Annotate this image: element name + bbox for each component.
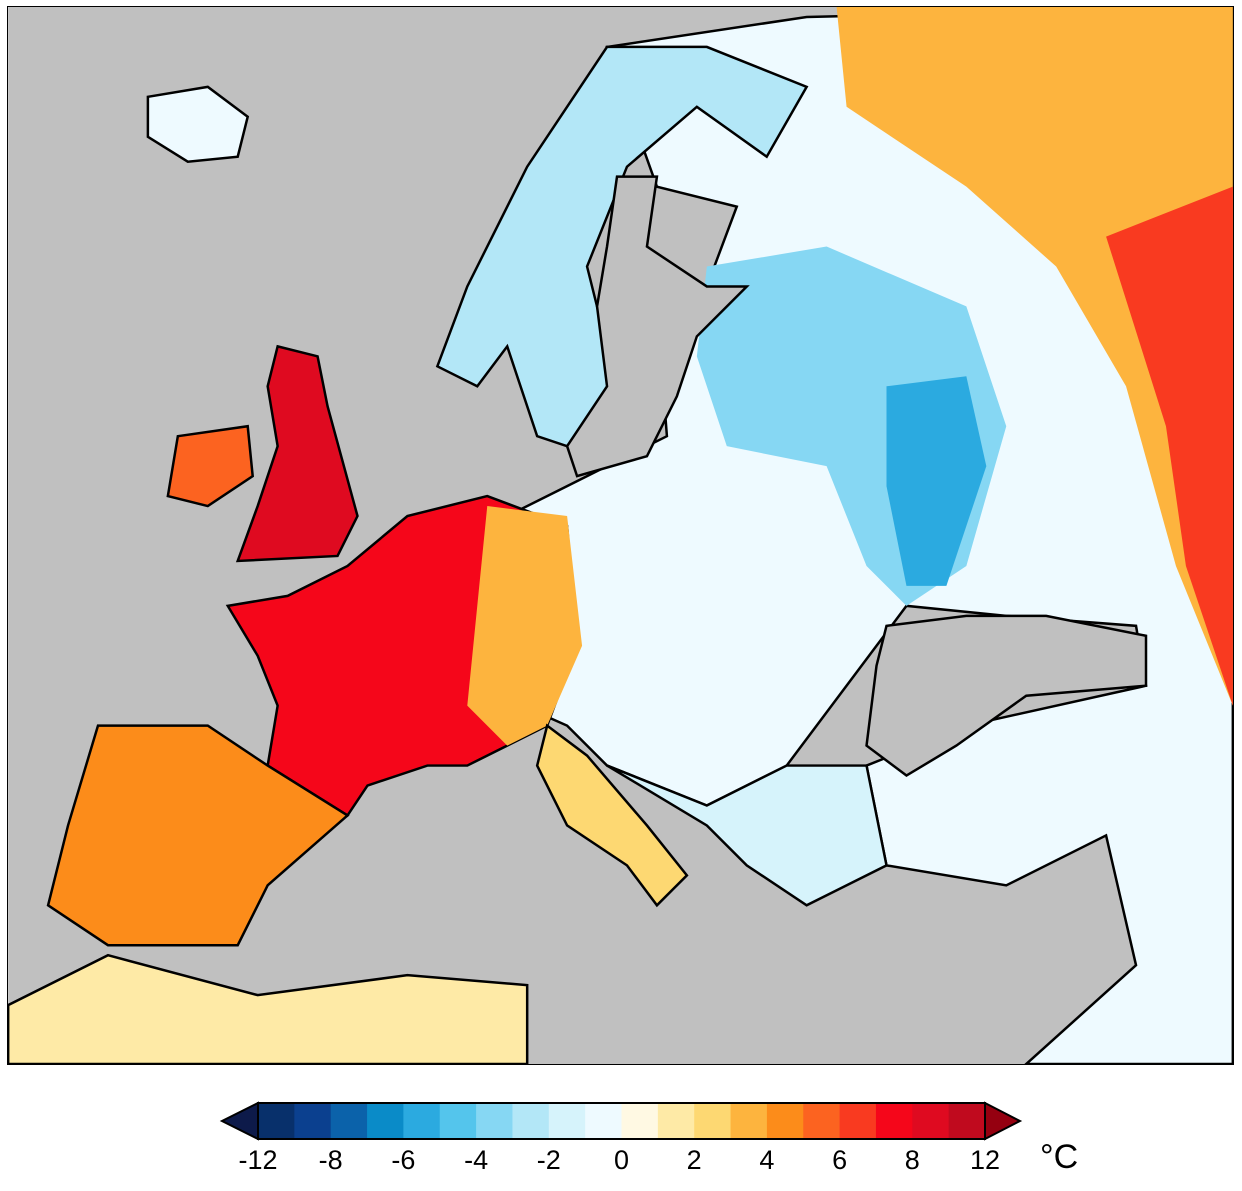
colorbar-swatch	[367, 1103, 404, 1139]
black-sea	[865, 614, 1148, 778]
colorbar-extend-high	[984, 1101, 1023, 1141]
colorbar-swatch	[476, 1103, 513, 1139]
colorbar-swatch	[621, 1103, 659, 1139]
colorbar-tick-label: -8	[318, 1145, 343, 1175]
colorbar-swatch	[839, 1103, 877, 1139]
colorbar-tick-label: 8	[904, 1145, 920, 1175]
colorbar-swatch	[294, 1103, 332, 1139]
colorbar-swatch	[766, 1103, 804, 1139]
colorbar-unit: °C	[1040, 1138, 1079, 1176]
temperature-anomaly-map	[7, 6, 1234, 1065]
colorbar-tick-label: -2	[536, 1145, 561, 1175]
iberia	[46, 724, 350, 947]
inland-seas	[565, 175, 1148, 778]
italy	[535, 723, 689, 908]
ireland	[166, 424, 255, 508]
balkans	[606, 764, 888, 907]
colorbar-swatch	[512, 1103, 550, 1139]
colorbar-swatch	[585, 1103, 622, 1139]
colorbar-extend-low	[219, 1101, 259, 1141]
colorbar-tick-label: -12	[238, 1145, 278, 1175]
scandinavia	[435, 45, 809, 448]
colorbar-swatch	[548, 1103, 586, 1139]
colorbar-swatch	[694, 1103, 732, 1139]
baltic-sea	[565, 175, 750, 478]
colorbar-frame	[257, 1102, 986, 1140]
land-areas	[8, 7, 1233, 1064]
russia-warm-zone	[836, 7, 1233, 706]
colorbar-tick-label: -4	[464, 1145, 489, 1175]
colorbar-swatch	[258, 1103, 295, 1139]
colorbar-swatch	[948, 1103, 986, 1139]
colorbar-tick-label: -6	[391, 1145, 416, 1175]
colorbar-tick-label: 12	[969, 1145, 1001, 1175]
colorbar-tick-label: 2	[686, 1145, 702, 1175]
iceland	[146, 85, 250, 163]
colorbar-tick-label: 0	[613, 1145, 630, 1175]
colorbar-swatch	[330, 1103, 368, 1139]
russia-hot-zone	[1106, 186, 1233, 706]
great-britain	[235, 344, 359, 563]
colorbar-swatch	[730, 1103, 768, 1139]
colorbar-swatch	[439, 1103, 477, 1139]
colorbar-swatch	[657, 1103, 695, 1139]
colorbar-swatch	[912, 1103, 950, 1139]
north-africa	[8, 953, 529, 1064]
colorbar-swatch	[403, 1103, 441, 1139]
colorbar	[219, 1101, 1023, 1141]
central-europe-warm	[467, 506, 583, 746]
colorbar-tick-label: 6	[832, 1145, 848, 1175]
central-coldest-zone	[886, 376, 987, 586]
colorbar-tick-label: 4	[759, 1145, 775, 1175]
colorbar-swatch	[803, 1103, 841, 1139]
colorbar-swatch	[875, 1103, 913, 1139]
